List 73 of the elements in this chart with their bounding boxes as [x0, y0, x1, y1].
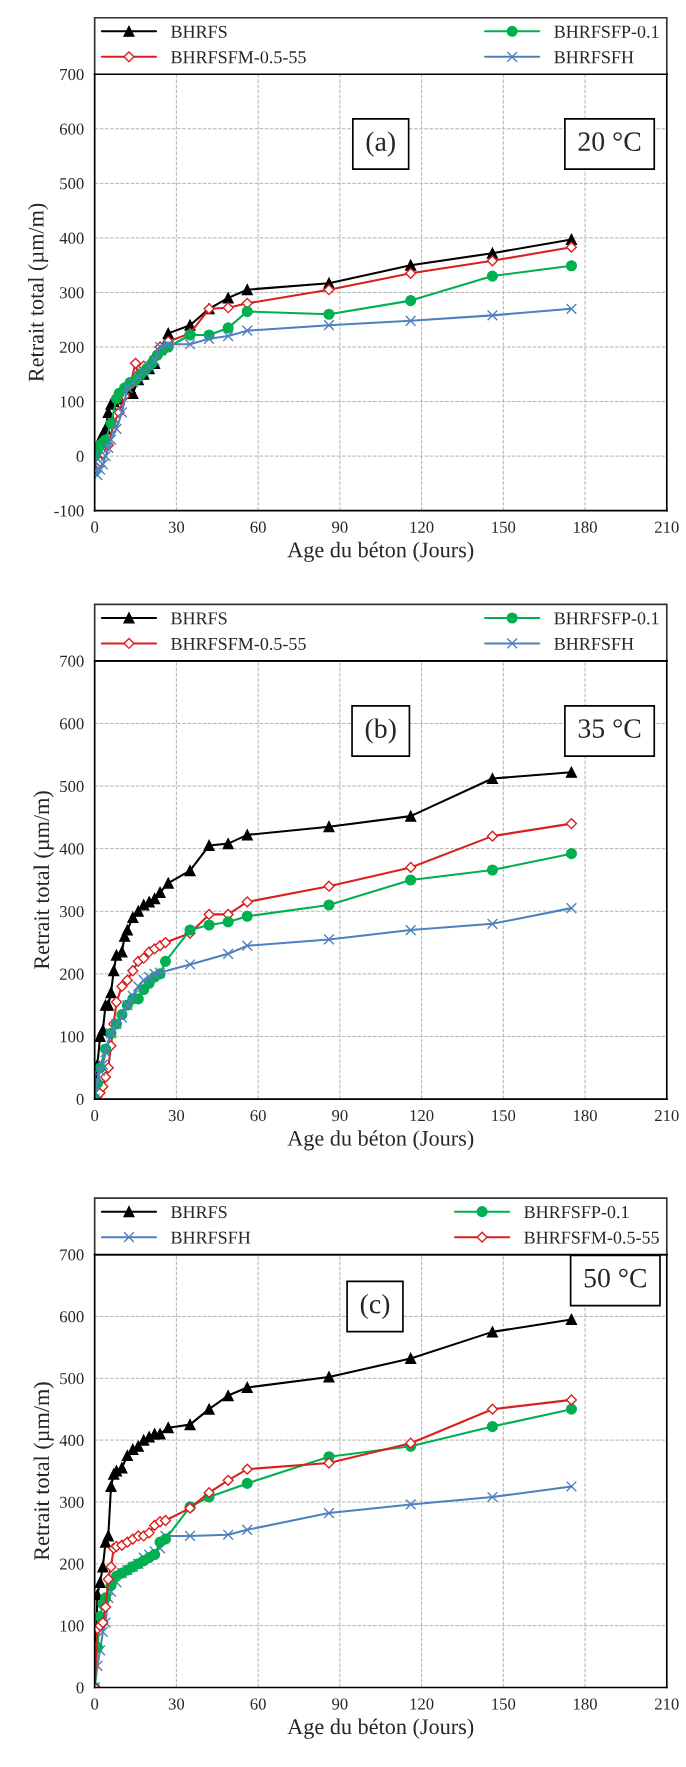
x-tick-label: 120: [410, 521, 434, 533]
y-tick-label: 0: [76, 450, 84, 463]
x-tick-label: 30: [168, 1109, 185, 1122]
x-tick-label: 210: [655, 521, 679, 533]
x-tick-label: 90: [332, 1698, 348, 1710]
legend-label: BHRFSFM-0.5-55: [171, 51, 306, 64]
x-axis-title: Age du béton (Jours): [287, 1718, 474, 1739]
y-tick-label: 400: [59, 843, 84, 855]
x-tick-label: 180: [574, 1109, 597, 1122]
y-tick-label: 400: [59, 232, 84, 244]
y-tick-label: 100: [60, 1031, 84, 1043]
legend-label: BHRFSFH: [171, 1231, 251, 1244]
x-tick-label: 60: [250, 1109, 266, 1122]
x-tick-label: 60: [250, 1698, 266, 1710]
y-tick-label: 100: [60, 396, 84, 408]
annotation: (c): [360, 1293, 390, 1320]
x-tick-label: 90: [332, 521, 348, 533]
x-tick-label: 150: [492, 1698, 516, 1710]
legend-label: BHRFS: [171, 612, 227, 625]
y-tick-label: 0: [76, 1093, 84, 1106]
y-tick-label: 500: [60, 780, 84, 793]
y-tick-label: -100: [54, 505, 84, 517]
legend-label: BHRFSFM-0.5-55: [171, 637, 306, 651]
x-tick-label: 150: [492, 521, 516, 533]
x-tick-label: 210: [655, 1109, 679, 1122]
y-tick-label: 300: [60, 1496, 84, 1508]
annotation: (a): [366, 131, 395, 157]
y-tick-label: 300: [60, 905, 84, 918]
legend-label: BHRFSFM-0.5-55: [524, 1231, 659, 1244]
legend-label: BHRFSFP-0.1: [554, 612, 659, 625]
y-tick-label: 200: [59, 341, 84, 353]
y-tick-label: 500: [60, 1372, 84, 1385]
x-tick-label: 0: [91, 1109, 99, 1122]
y-tick-label: 700: [60, 1249, 84, 1261]
y-tick-label: 600: [59, 1311, 84, 1323]
x-axis-title: Age du béton (Jours): [287, 541, 474, 562]
y-tick-label: 500: [60, 178, 84, 190]
y-tick-label: 200: [59, 1558, 84, 1570]
annotation: 20 °C: [578, 132, 641, 151]
x-tick-label: 120: [410, 1109, 434, 1122]
annotation: 35 °C: [578, 719, 641, 738]
x-tick-label: 0: [91, 1698, 99, 1710]
y-tick-label: 0: [76, 1682, 84, 1694]
x-tick-label: 210: [655, 1698, 679, 1710]
y-tick-label: 300: [60, 287, 84, 299]
x-axis-title: Age du béton (Jours): [287, 1130, 474, 1151]
x-tick-label: 120: [410, 1698, 434, 1710]
legend-label: BHRFSFH: [554, 51, 634, 64]
y-tick-label: 100: [60, 1620, 84, 1632]
legend-label: BHRFS: [171, 25, 227, 38]
x-tick-label: 150: [492, 1109, 516, 1122]
y-tick-label: 700: [60, 68, 84, 81]
legend-label: BHRFSFH: [554, 637, 634, 650]
y-tick-label: 400: [59, 1434, 84, 1447]
y-axis-title: Retrait total (µm/m): [33, 791, 54, 970]
y-tick-label: 600: [59, 123, 84, 135]
y-axis-title: Retrait total (µm/m): [27, 203, 49, 382]
annotation: 50 °C: [584, 1268, 646, 1288]
y-axis-title: Retrait total (µm/m): [33, 1382, 54, 1561]
x-tick-label: 180: [574, 521, 597, 533]
legend-label: BHRFSFP-0.1: [524, 1205, 629, 1219]
legend-label: BHRFS: [171, 1206, 227, 1219]
y-tick-label: 600: [59, 718, 84, 730]
x-tick-label: 60: [250, 521, 266, 533]
x-tick-label: 30: [168, 521, 185, 533]
x-tick-label: 90: [332, 1109, 348, 1122]
x-tick-label: 180: [574, 1698, 597, 1710]
y-tick-label: 700: [60, 655, 84, 667]
x-tick-label: 0: [91, 521, 99, 533]
x-tick-label: 30: [168, 1698, 185, 1710]
annotation: (b): [365, 718, 396, 744]
y-tick-label: 200: [59, 968, 84, 980]
legend-label: BHRFSFP-0.1: [554, 25, 659, 38]
